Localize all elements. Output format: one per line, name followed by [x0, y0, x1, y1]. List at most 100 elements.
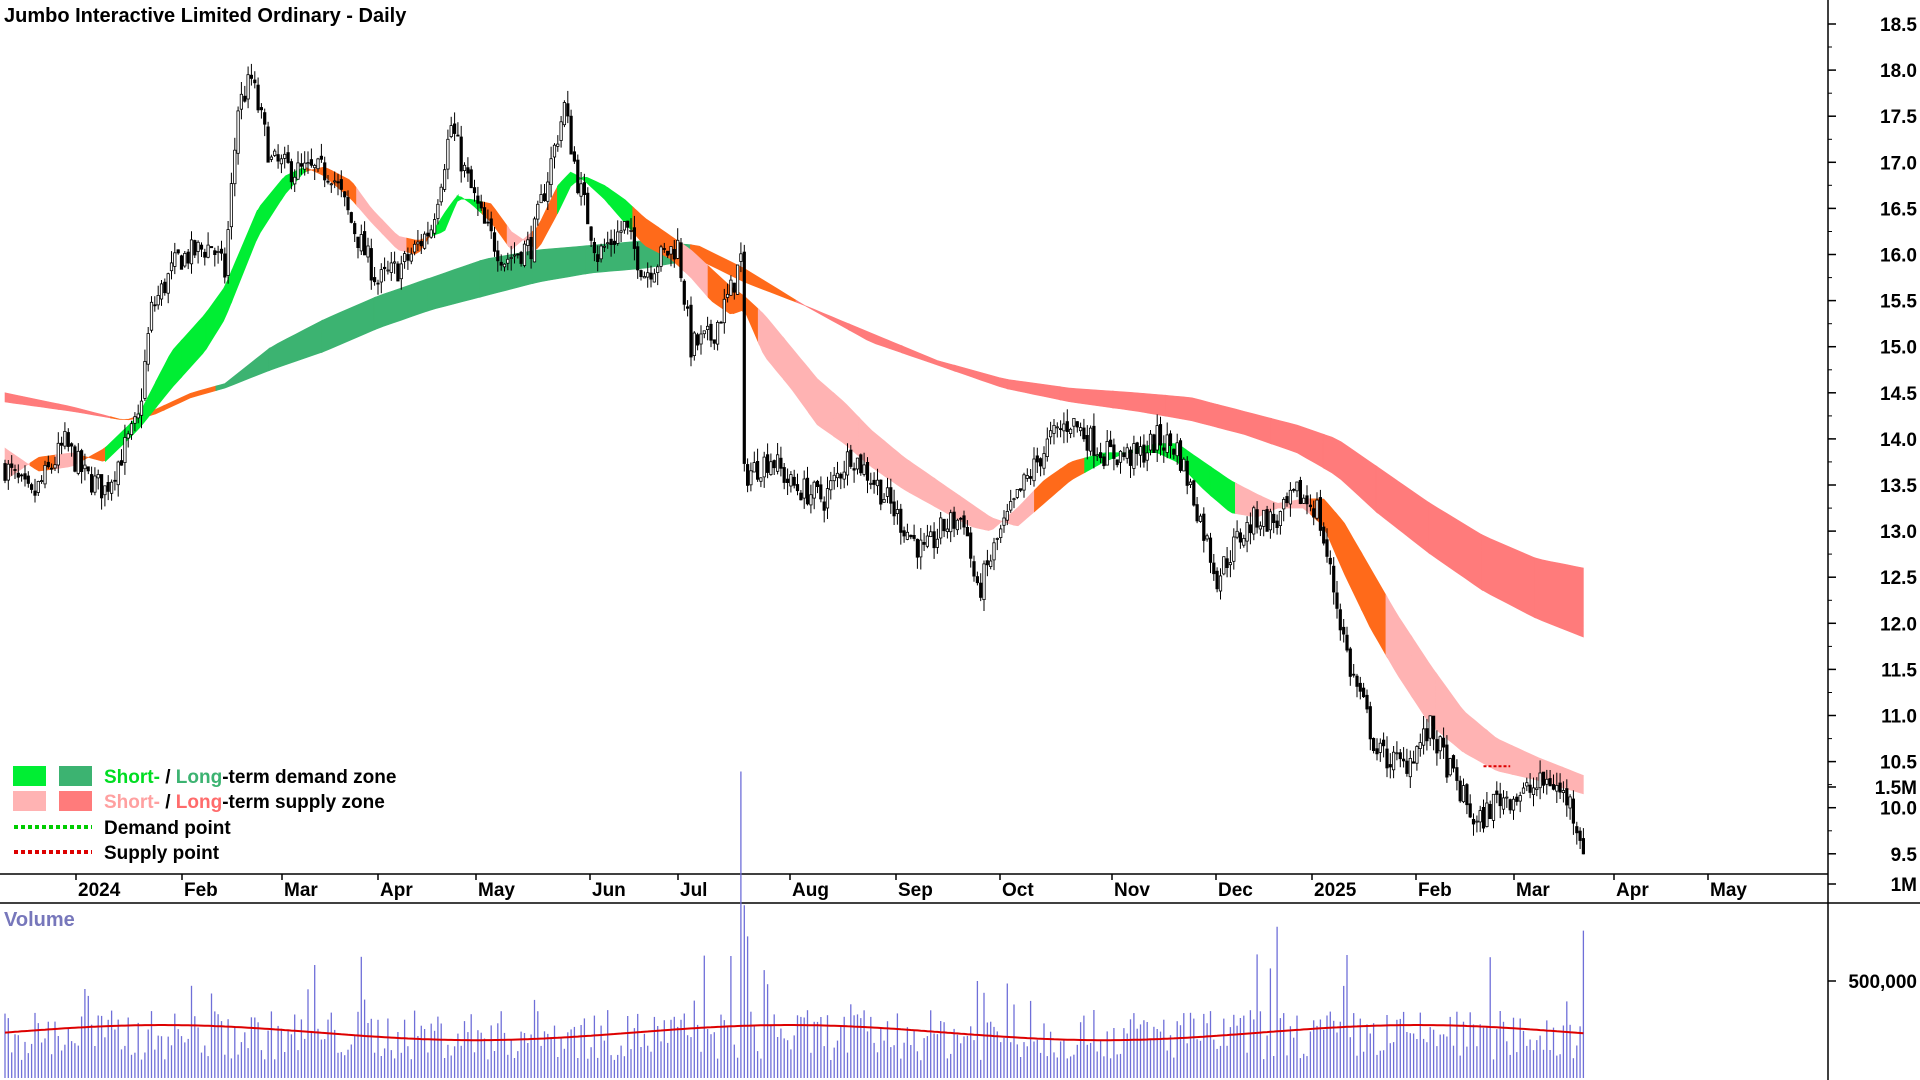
candle-body	[26, 475, 30, 484]
candle-body	[802, 478, 806, 499]
zone-segment	[1209, 465, 1237, 515]
legend-supply-sep: /	[160, 792, 176, 813]
candle-body	[29, 484, 34, 490]
candle-body	[709, 323, 713, 341]
zone-segment	[1008, 488, 1036, 527]
candle-body	[333, 180, 337, 183]
candle-body	[606, 242, 610, 245]
candle-body	[832, 474, 836, 482]
candle-body	[259, 107, 264, 111]
zone-segment	[1385, 593, 1413, 699]
candle-body	[119, 460, 124, 466]
candle-body	[1118, 450, 1123, 463]
candle-body	[679, 242, 683, 279]
candle-body	[63, 430, 67, 447]
price-tick-label: 16.5	[1880, 199, 1917, 220]
price-tick-label: 17.0	[1880, 153, 1917, 174]
candle-body	[979, 582, 983, 598]
time-tick-label: Feb	[1418, 880, 1452, 901]
candle-body	[243, 95, 247, 102]
candle-body	[925, 535, 930, 547]
time-tick-label: Jul	[680, 880, 707, 901]
time-tick-label: Aug	[792, 880, 829, 901]
zone-segment	[1375, 465, 1431, 555]
candle-body	[549, 158, 553, 185]
candle-body	[666, 250, 670, 256]
candle-body	[36, 480, 40, 493]
candle-body	[1242, 538, 1246, 546]
candle-body	[932, 531, 936, 549]
candle-body	[762, 456, 766, 478]
candle-body	[766, 454, 770, 473]
price-tick-label: 15.0	[1880, 338, 1917, 359]
candle-body	[1082, 427, 1086, 440]
candle-body	[566, 103, 570, 117]
candle-body	[1049, 430, 1053, 438]
candle-body	[1471, 819, 1476, 825]
candle-body	[479, 201, 483, 209]
candle-body	[70, 443, 74, 447]
candle-body	[186, 251, 190, 264]
zone-segment	[155, 338, 183, 409]
candle-body	[442, 169, 447, 190]
candle-body	[372, 277, 377, 283]
candle-body	[136, 413, 140, 419]
candle-body	[639, 270, 643, 277]
candle-body	[922, 542, 926, 545]
candle-body	[822, 501, 826, 511]
candle-body	[1451, 755, 1456, 769]
candle-body	[546, 181, 550, 202]
candle-body	[1528, 784, 1532, 793]
legend-demand-sep: /	[160, 767, 176, 788]
candle-body	[1461, 785, 1466, 803]
candle-body	[199, 244, 204, 250]
candle-body	[689, 304, 693, 358]
candle-body	[712, 339, 716, 344]
zone-segment	[255, 177, 283, 242]
candle-body	[1511, 798, 1516, 811]
candle-body	[253, 79, 257, 84]
candle-body	[1521, 787, 1526, 794]
candle-body	[1468, 803, 1472, 818]
volume-tick-label: 500,000	[1848, 972, 1917, 993]
price-tick-label: 10.5	[1880, 753, 1917, 774]
zone-segment	[305, 166, 334, 184]
candle-body	[999, 528, 1003, 539]
zone-segment	[1486, 729, 1514, 775]
candle-body	[599, 245, 603, 260]
candle-body	[1412, 761, 1416, 764]
candle-body	[286, 152, 290, 163]
candle-body	[1268, 511, 1272, 531]
zone-segment	[1335, 511, 1363, 612]
candle-body	[1265, 509, 1269, 532]
candle-body	[1065, 421, 1069, 433]
candle-body	[273, 150, 277, 156]
candle-body	[852, 468, 856, 471]
legend-demand-short: Short-	[104, 767, 160, 788]
candle-body	[519, 251, 523, 264]
candle-body	[129, 423, 134, 436]
candle-body	[1045, 438, 1049, 458]
zone-segment	[1561, 766, 1584, 795]
candle-body	[1491, 793, 1496, 821]
candle-body	[1448, 758, 1452, 776]
candle-body	[1005, 510, 1009, 521]
candle-body	[619, 230, 623, 233]
candle-body	[1325, 539, 1329, 557]
candle-body	[1172, 448, 1176, 455]
candle-body	[1155, 425, 1159, 451]
candle-body	[1338, 609, 1342, 631]
candle-body	[1055, 426, 1059, 429]
candle-body	[1488, 804, 1492, 820]
zone-segment	[1164, 394, 1220, 429]
candle-body	[1302, 497, 1306, 504]
candle-body	[1165, 434, 1169, 453]
legend-demand-point: Demand point	[104, 818, 231, 839]
candle-body	[779, 457, 783, 469]
candle-body	[293, 176, 297, 185]
candle-body	[432, 219, 437, 234]
candle-body	[303, 162, 307, 170]
candle-body	[616, 231, 620, 244]
candle-body	[1152, 434, 1156, 453]
chart-title: Jumbo Interactive Limited Ordinary - Dai…	[4, 5, 407, 27]
